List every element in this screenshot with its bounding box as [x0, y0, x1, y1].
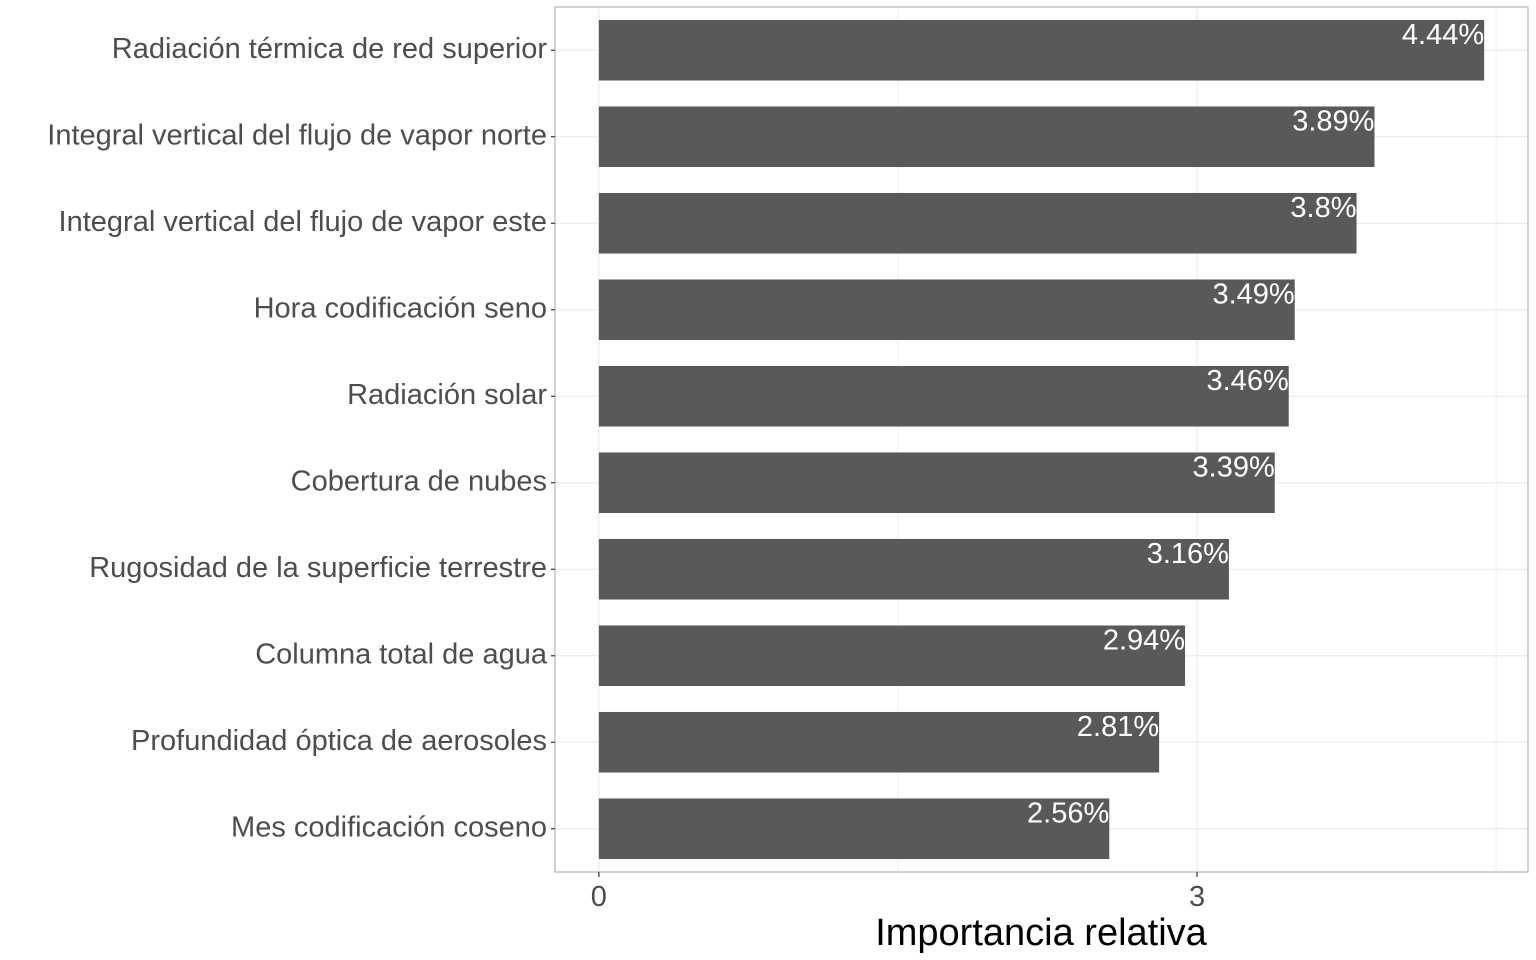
value-label: 3.16%: [1147, 538, 1229, 570]
category-label: Rugosidad de la superficie terrestre: [89, 552, 547, 584]
value-label: 3.46%: [1207, 365, 1289, 397]
bars: [598, 19, 1485, 860]
bar: [598, 192, 1357, 254]
value-label: 3.8%: [1290, 192, 1356, 224]
category-label: Integral vertical del flujo de vapor nor…: [47, 119, 547, 151]
category-label: Profundidad óptica de aerosoles: [131, 725, 547, 757]
bar: [598, 625, 1186, 687]
bar: [598, 711, 1160, 773]
bar: [598, 452, 1275, 514]
value-label: 4.44%: [1402, 19, 1484, 51]
category-label: Integral vertical del flujo de vapor est…: [59, 206, 547, 238]
value-label: 2.56%: [1027, 797, 1109, 829]
x-tick-label: 3: [1189, 881, 1205, 913]
category-label: Radiación térmica de red superior: [112, 33, 548, 65]
category-label: Cobertura de nubes: [291, 465, 547, 497]
bar: [598, 538, 1229, 600]
x-axis-title: Importancia relativa: [875, 912, 1207, 954]
panel-border: [554, 6, 1529, 873]
value-label: 2.81%: [1077, 711, 1159, 743]
bar: [598, 279, 1295, 341]
value-label: 3.89%: [1292, 105, 1374, 137]
bar: [598, 19, 1485, 81]
value-labels: 4.44% 3.89% 3.8% 3.49% 3.46% 3.39% 3.16% 2.94% 2…: [1027, 19, 1484, 830]
bar: [598, 106, 1375, 168]
category-label: Hora codificación seno: [254, 292, 547, 324]
value-label: 3.49%: [1212, 278, 1294, 310]
category-label: Columna total de agua: [255, 638, 548, 670]
category-label: Mes codificación coseno: [231, 811, 547, 843]
value-label: 3.39%: [1193, 451, 1275, 483]
bar: [598, 798, 1110, 860]
bar: [598, 365, 1289, 427]
value-label: 2.94%: [1103, 624, 1185, 656]
y-axis-ticks: [551, 49, 555, 830]
x-tick-label: 0: [591, 881, 607, 913]
category-label: Radiación solar: [347, 379, 547, 411]
category-labels: Radiación térmica de red superior Integra…: [47, 33, 548, 844]
